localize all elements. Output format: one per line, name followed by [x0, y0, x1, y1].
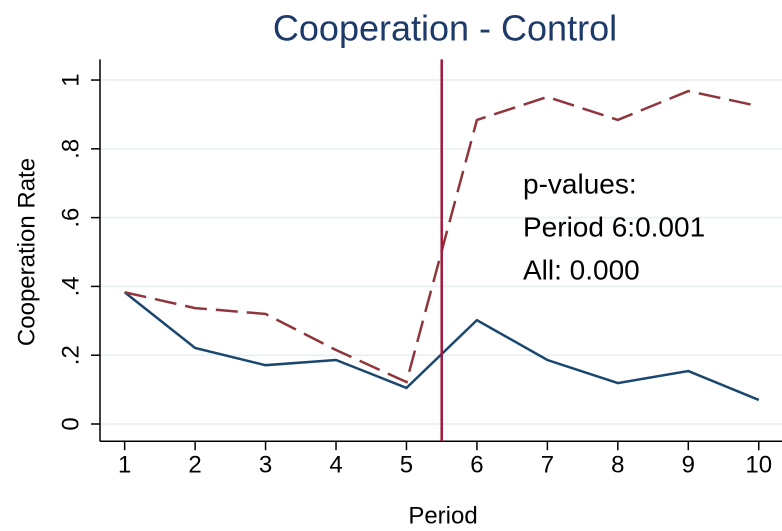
x-tick-label: 10 — [745, 452, 772, 479]
x-tick-label: 2 — [188, 452, 201, 479]
y-tick-label: .8 — [57, 139, 84, 159]
annotation: All: 0.000 — [523, 254, 640, 285]
y-tick-label: .6 — [57, 208, 84, 228]
x-tick-label: 6 — [470, 452, 483, 479]
y-tick-label: .4 — [57, 276, 84, 296]
y-tick-label: 1 — [57, 73, 84, 86]
annotation: p-values: — [523, 168, 637, 199]
y-tick-label: 0 — [57, 417, 84, 430]
y-tick-label: .2 — [57, 345, 84, 365]
annotation: Period 6:0.001 — [523, 211, 705, 242]
chart-title: Cooperation - Control — [273, 8, 617, 49]
y-axis-label: Cooperation Rate — [13, 158, 40, 346]
x-tick-label: 7 — [541, 452, 554, 479]
x-axis-label: Period — [408, 502, 477, 529]
x-tick-label: 4 — [329, 452, 342, 479]
x-tick-label: 9 — [682, 452, 695, 479]
x-tick-label: 8 — [611, 452, 624, 479]
x-tick-label: 5 — [400, 452, 413, 479]
x-tick-label: 3 — [259, 452, 272, 479]
x-tick-label: 1 — [118, 452, 131, 479]
